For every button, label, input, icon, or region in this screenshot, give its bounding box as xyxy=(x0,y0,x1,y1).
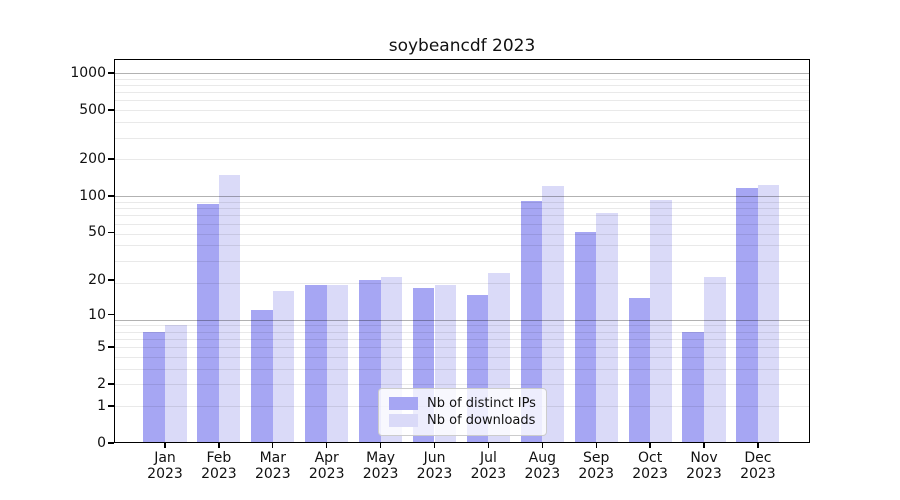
bar-downloads-oct xyxy=(650,200,672,443)
y-gridline-minor xyxy=(114,100,810,102)
y-tick-mark xyxy=(108,442,114,444)
y-tick-label: 200 xyxy=(79,151,106,168)
y-tick-label: 0 xyxy=(97,435,106,451)
x-tick-mark xyxy=(326,443,328,448)
y-tick-label: 1000 xyxy=(70,65,106,82)
legend-label-downloads: Nb of downloads xyxy=(427,413,536,428)
x-tick-mark xyxy=(649,443,651,448)
y-tick-mark xyxy=(108,405,114,407)
x-tick-mark xyxy=(595,443,597,448)
legend-item-distinct-ips: Nb of distinct IPs xyxy=(389,396,536,411)
x-tick-mark xyxy=(272,443,274,448)
bar-distinct-ips-may xyxy=(359,279,381,443)
x-tick-label-aug: Aug 2023 xyxy=(524,450,561,482)
legend: Nb of distinct IPs Nb of downloads xyxy=(378,388,547,436)
y-tick-mark xyxy=(108,383,114,385)
y-gridline-major xyxy=(114,73,810,75)
bar-distinct-ips-feb xyxy=(197,204,219,443)
x-tick-label-jan: Jan 2023 xyxy=(147,450,183,482)
bar-distinct-ips-dec xyxy=(736,187,758,443)
x-tick-label-nov: Nov 2023 xyxy=(686,450,722,482)
x-tick-mark xyxy=(487,443,490,448)
y-gridline-minor xyxy=(114,78,810,80)
y-gridline-minor xyxy=(114,137,810,139)
bar-distinct-ips-apr xyxy=(305,285,327,443)
y-tick-label: 5 xyxy=(97,339,106,356)
bar-downloads-dec xyxy=(757,185,780,443)
bar-downloads-jan xyxy=(165,325,187,443)
y-tick-label: 10 xyxy=(88,306,106,323)
legend-item-downloads: Nb of downloads xyxy=(389,413,536,428)
y-gridline-minor xyxy=(114,159,810,161)
x-tick-label-dec: Dec 2023 xyxy=(740,450,776,482)
bar-downloads-sep xyxy=(596,212,618,443)
x-tick-label-may: May 2023 xyxy=(362,450,399,482)
bar-downloads-feb xyxy=(218,175,241,443)
y-tick-mark xyxy=(108,346,114,348)
bar-downloads-aug xyxy=(542,186,564,443)
y-tick-mark xyxy=(108,279,114,281)
bar-distinct-ips-aug xyxy=(520,200,543,443)
x-tick-mark xyxy=(703,443,705,448)
bar-distinct-ips-jan xyxy=(143,331,165,443)
y-tick-mark xyxy=(108,313,114,316)
x-tick-mark xyxy=(433,443,436,448)
y-tick-mark xyxy=(108,158,114,160)
y-tick-label: 50 xyxy=(88,224,106,241)
x-tick-label-mar: Mar 2023 xyxy=(254,450,291,482)
x-tick-label-feb: Feb 2023 xyxy=(201,450,237,482)
x-tick-label-jun: Jun 2023 xyxy=(416,450,453,482)
bar-distinct-ips-mar xyxy=(251,309,273,443)
chart-title: soybeancdf 2023 xyxy=(388,36,536,56)
y-tick-mark xyxy=(108,195,114,197)
bar-distinct-ips-nov xyxy=(682,331,704,443)
bar-distinct-ips-sep xyxy=(574,232,597,443)
x-tick-label-sep: Sep 2023 xyxy=(578,450,614,482)
y-gridline-minor xyxy=(114,110,810,112)
y-tick-label: 100 xyxy=(79,187,106,204)
y-tick-mark xyxy=(108,109,114,111)
y-gridline-minor xyxy=(114,85,810,87)
legend-swatch-downloads xyxy=(389,414,418,427)
x-tick-mark xyxy=(379,443,382,448)
x-tick-mark xyxy=(541,443,543,448)
x-tick-mark xyxy=(757,443,759,448)
y-tick-mark xyxy=(108,231,114,234)
plot-area: Nb of distinct IPs Nb of downloads xyxy=(114,59,810,443)
y-tick-label: 1 xyxy=(97,397,106,414)
bar-distinct-ips-oct xyxy=(628,297,651,443)
bar-downloads-apr xyxy=(326,285,349,443)
y-tick-label: 2 xyxy=(97,376,106,393)
y-gridline-minor xyxy=(114,92,810,94)
bar-downloads-nov xyxy=(704,277,726,443)
x-tick-label-jul: Jul 2023 xyxy=(470,450,507,482)
y-tick-label: 500 xyxy=(79,102,106,119)
y-tick-label: 20 xyxy=(88,271,106,288)
y-gridline-minor xyxy=(114,122,810,124)
x-tick-label-oct: Oct 2023 xyxy=(632,450,668,482)
x-tick-mark xyxy=(218,443,220,448)
x-tick-label-apr: Apr 2023 xyxy=(308,450,345,482)
bar-downloads-mar xyxy=(272,291,295,443)
x-tick-mark xyxy=(164,443,166,448)
legend-label-distinct-ips: Nb of distinct IPs xyxy=(427,396,536,411)
legend-swatch-distinct-ips xyxy=(389,397,418,410)
y-tick-mark xyxy=(108,72,114,74)
